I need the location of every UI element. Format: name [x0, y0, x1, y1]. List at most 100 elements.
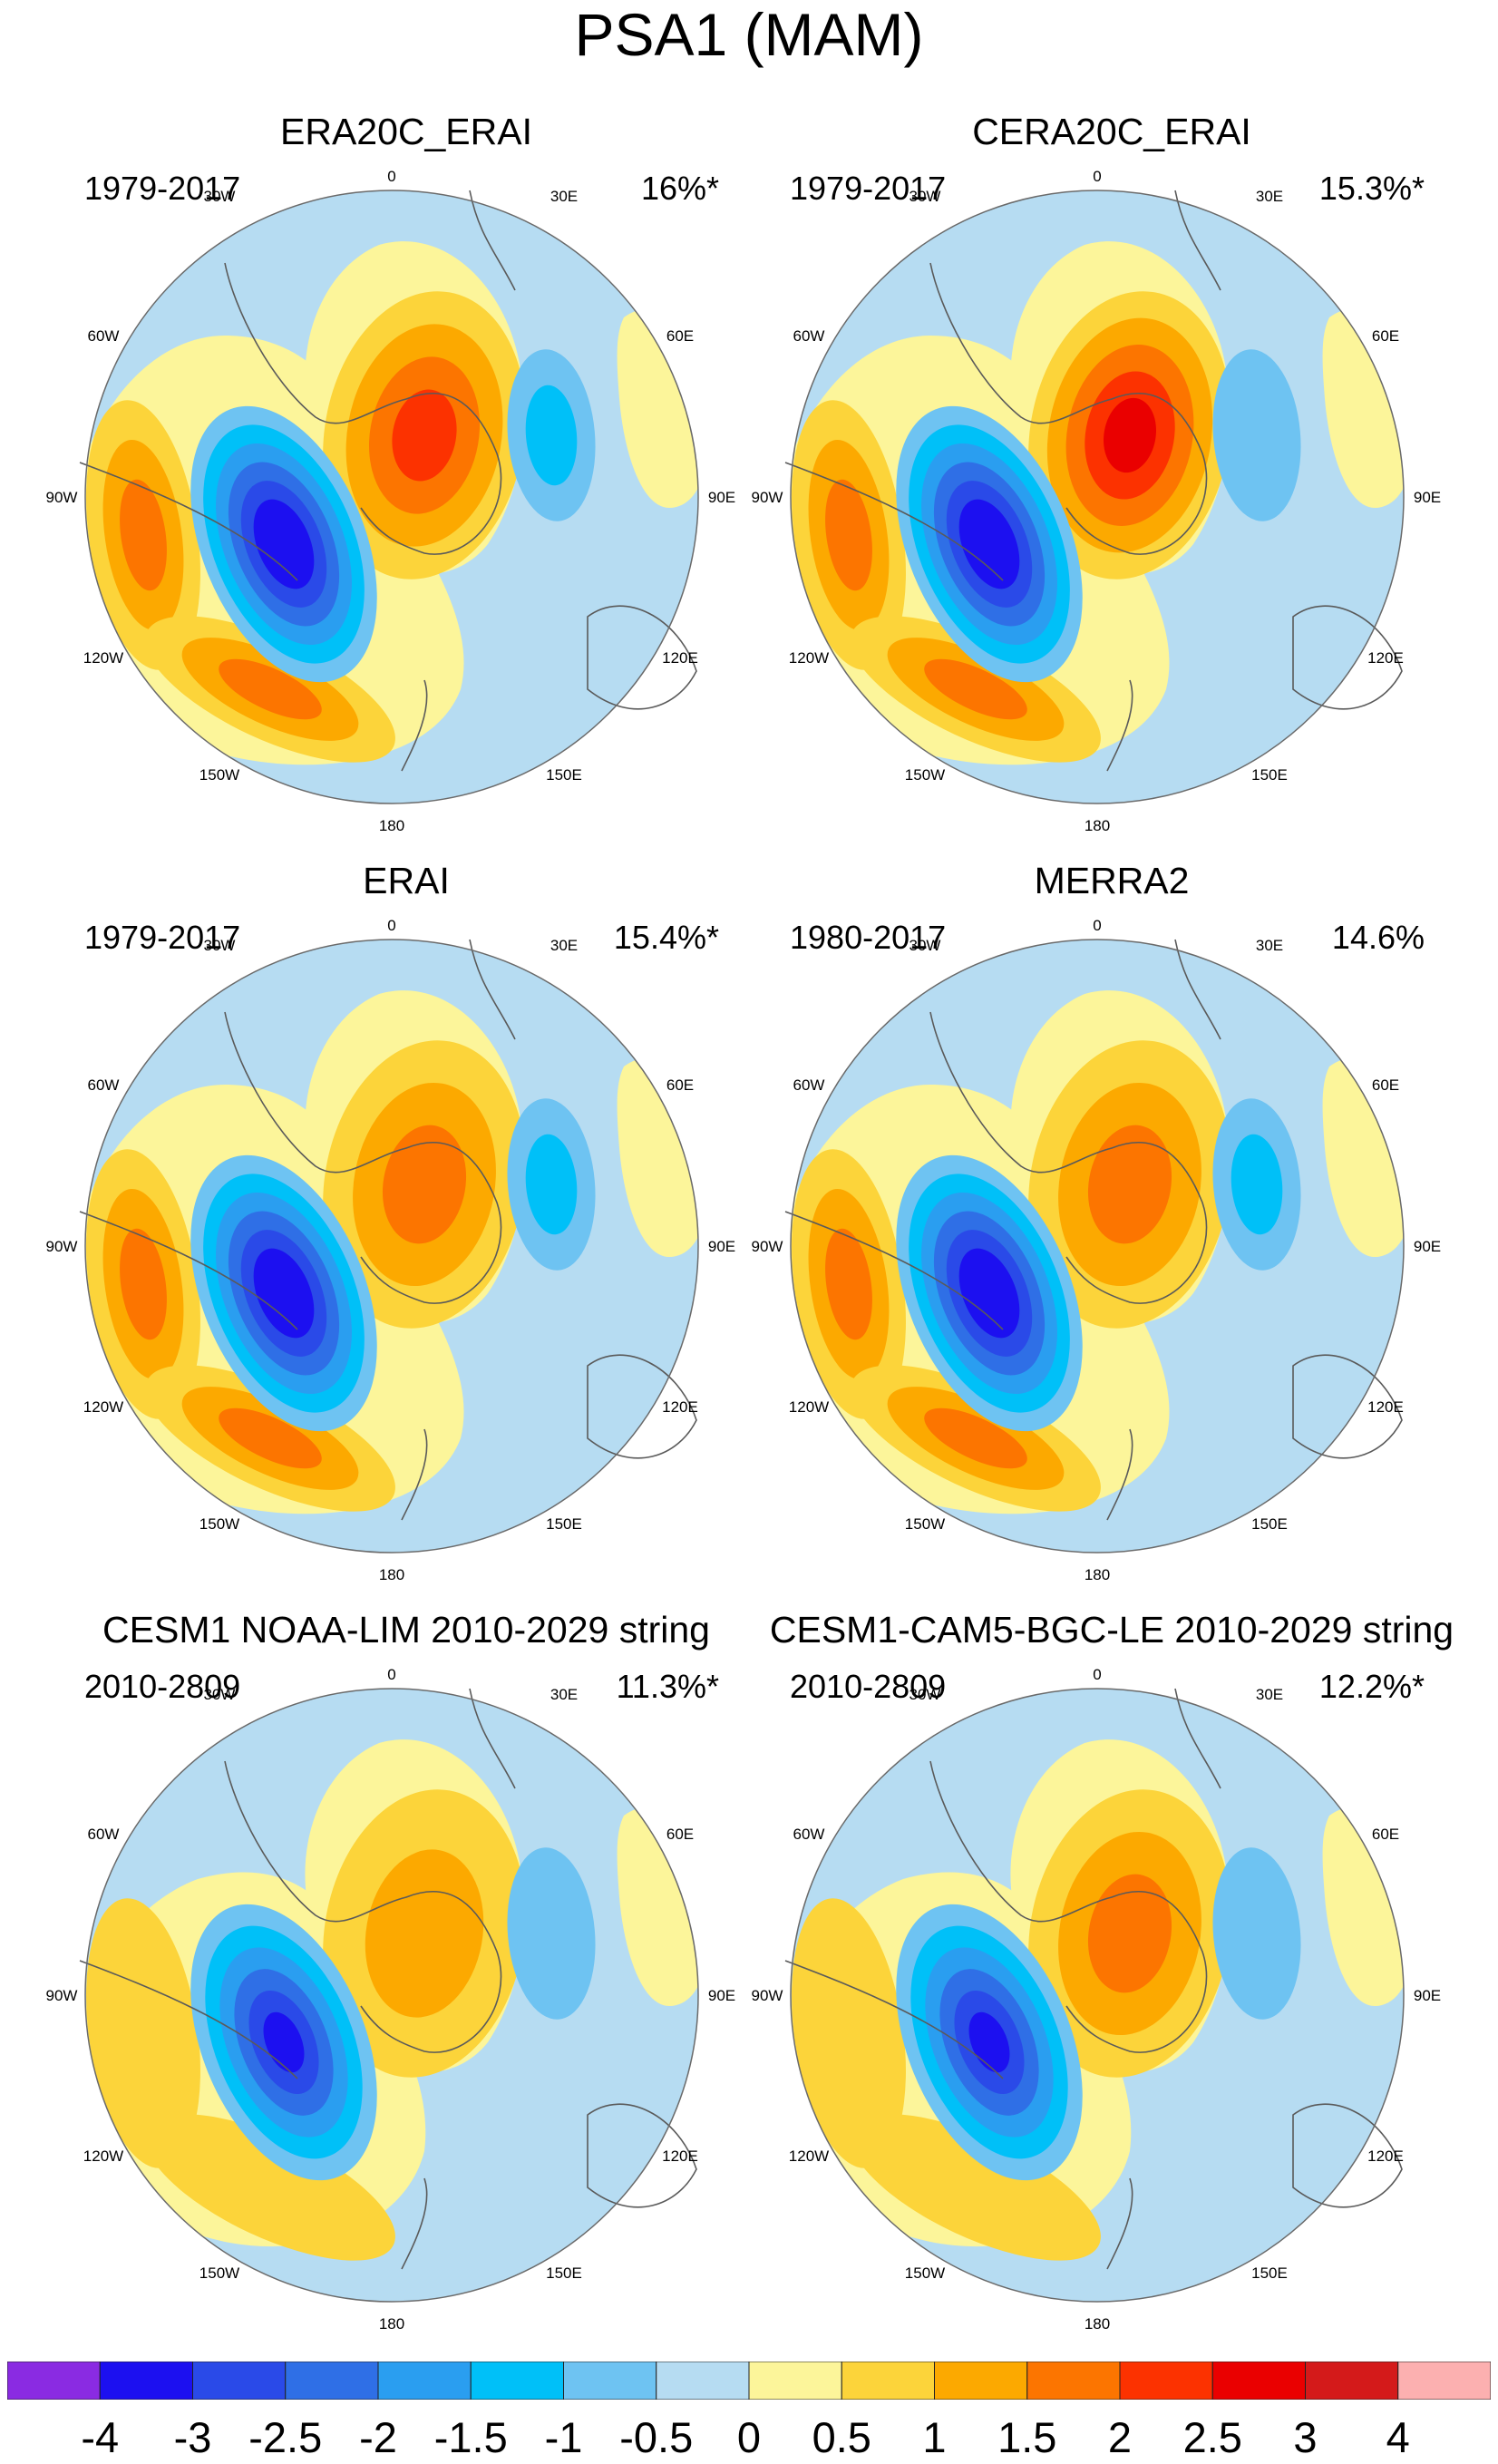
- panel-variance: 12.2%*: [1318, 1668, 1425, 1705]
- coast-sa: [784, 462, 1004, 581]
- panel-variance: 15.4%*: [613, 919, 719, 956]
- lon-label-180: 180: [1085, 817, 1110, 834]
- panel-variance: 15.3%*: [1318, 170, 1425, 207]
- colorbar-swatch: [563, 2362, 657, 2400]
- lon-label-60w: 60W: [793, 1826, 825, 1843]
- colorbar-labels: -4 -3 -2.5 -2 -1.5 -1 -0.5 0 0.5 1 1.5 2 2.5 3 4: [0, 2414, 1498, 2464]
- sw-high-band: [120, 479, 167, 591]
- lon-label-90e: 90E: [1414, 1238, 1441, 1255]
- colorbar-label: -2.5: [248, 2413, 323, 2461]
- lon-label-30e: 30E: [1256, 937, 1283, 954]
- colorbar-swatch: [7, 2362, 101, 2400]
- peninsula-high-band: [382, 1125, 467, 1244]
- peninsula-high-band: [1087, 1125, 1172, 1244]
- colorbar-label: -3: [173, 2413, 212, 2461]
- field-layer: [791, 190, 1404, 803]
- coast-nz: [401, 679, 428, 772]
- lon-label-180: 180: [379, 817, 404, 834]
- colorbar-label: 2.5: [1182, 2413, 1242, 2461]
- coast-sa: [79, 1211, 298, 1330]
- colorbar-label: 0: [736, 2413, 762, 2461]
- coastlines: [784, 190, 1403, 772]
- colorbar-label: 4: [1386, 2413, 1410, 2461]
- panel-title: ERA20C_ERAI: [279, 111, 532, 152]
- map-panel: CESM1-CAM5-BGC-LE 2010-2029 string 2010-2…: [749, 1607, 1474, 2351]
- panel-period: 1980-2017: [790, 919, 947, 956]
- panel-title: CERA20C_ERAI: [972, 111, 1251, 152]
- lon-label-90e: 90E: [1414, 1987, 1441, 2004]
- lon-label-120e: 120E: [662, 2147, 698, 2165]
- lon-label-60e: 60E: [666, 1826, 694, 1843]
- sw-high-band: [120, 1228, 167, 1340]
- map-rim: [84, 1688, 699, 2303]
- colorbar-label: 2: [1107, 2413, 1133, 2461]
- colorbar-swatch: [1305, 2362, 1399, 2400]
- lon-label-90w: 90W: [752, 1987, 783, 2004]
- lon-label-180: 180: [379, 1566, 404, 1583]
- colorbar-label: 0.5: [812, 2413, 871, 2461]
- colorbar-swatch: [748, 2362, 842, 2400]
- coast-australia: [587, 605, 697, 710]
- colorbar: [7, 2362, 1491, 2400]
- lon-label-120e: 120E: [1367, 1398, 1404, 1416]
- peninsula-high-band: [392, 389, 457, 482]
- east-low-band: [1230, 1134, 1283, 1235]
- colorbar-swatch: [1026, 2362, 1121, 2400]
- east-low-band: [1212, 1847, 1301, 2020]
- coast-africa: [469, 1688, 516, 1789]
- lon-label-60w: 60W: [88, 1826, 120, 1843]
- colorbar-label: -2: [359, 2413, 397, 2461]
- lon-label-30e: 30E: [550, 1686, 578, 1703]
- polar-map: 0 180 30W 30E 60W 60E 90W 90E 120W 120E 150W 150E: [46, 168, 736, 834]
- colorbar-swatch: [1211, 2362, 1306, 2400]
- sw-high-band: [792, 1898, 906, 2168]
- lon-label-60e: 60E: [666, 1076, 694, 1094]
- colorbar-label: 1: [922, 2413, 947, 2461]
- lon-label-120w: 120W: [789, 1398, 829, 1416]
- map-panel: CESM1 NOAA-LIM 2010-2029 string 2010-2809…: [44, 1607, 769, 2351]
- lon-label-90w: 90W: [46, 489, 78, 506]
- coast-africa: [469, 190, 516, 291]
- east-low-band: [1212, 349, 1301, 521]
- coastlines: [784, 939, 1403, 1521]
- panel-period: 2010-2809: [790, 1668, 947, 1705]
- lon-label-150e: 150E: [1251, 766, 1288, 784]
- lon-label-120e: 120E: [662, 649, 698, 667]
- map-panel: CERA20C_ERAI 1979-2017 15.3%* 0 180 30W 30E 60W…: [749, 109, 1474, 852]
- lon-label-30w: 30W: [910, 937, 941, 954]
- coast-antarctica: [224, 262, 502, 555]
- lon-label-90e: 90E: [708, 1238, 735, 1255]
- map-panel: ERA20C_ERAI 1979-2017 16%* 0 180 30W 30E 60W 60E…: [44, 109, 769, 852]
- panel-period: 1979-2017: [84, 170, 241, 207]
- coast-sa: [784, 1960, 1004, 2079]
- lon-label-180: 180: [1085, 1566, 1110, 1583]
- lon-label-180: 180: [379, 2315, 404, 2333]
- lon-label-120w: 120W: [83, 649, 123, 667]
- lon-label-150w: 150W: [905, 766, 945, 784]
- lon-label-60e: 60E: [1372, 327, 1399, 345]
- lon-label-60e: 60E: [666, 327, 694, 345]
- lon-label-90w: 90W: [46, 1987, 78, 2004]
- coast-nz: [1106, 2177, 1133, 2270]
- map-rim: [790, 190, 1405, 804]
- lon-label-90e: 90E: [1414, 489, 1441, 506]
- sw-high-band: [825, 479, 872, 591]
- panel-title: CESM1-CAM5-BGC-LE 2010-2029 string: [769, 1609, 1454, 1651]
- coast-australia: [587, 1354, 697, 1459]
- panel-variance: 16%*: [640, 170, 719, 207]
- polar-map: 0 180 30W 30E 60W 60E 90W 90E 120W 120E 150W 150E: [752, 168, 1442, 834]
- panel-variance: 11.3%*: [616, 1668, 719, 1705]
- colorbar-label: 1.5: [997, 2413, 1057, 2461]
- psa-low-band: [266, 1267, 302, 1320]
- coast-australia: [1292, 2103, 1403, 2208]
- sw-high-band: [825, 1228, 872, 1340]
- lon-label-90w: 90W: [46, 1238, 78, 1255]
- east-low-band: [525, 1134, 578, 1235]
- s-high-band: [924, 1407, 1027, 1469]
- colorbar-swatch: [470, 2362, 564, 2400]
- s-high-band: [145, 2114, 395, 2261]
- lon-label-30e: 30E: [550, 188, 578, 205]
- colorbar-swatch: [285, 2362, 379, 2400]
- panel-title: MERRA2: [1034, 860, 1190, 901]
- lon-label-150e: 150E: [546, 1515, 582, 1533]
